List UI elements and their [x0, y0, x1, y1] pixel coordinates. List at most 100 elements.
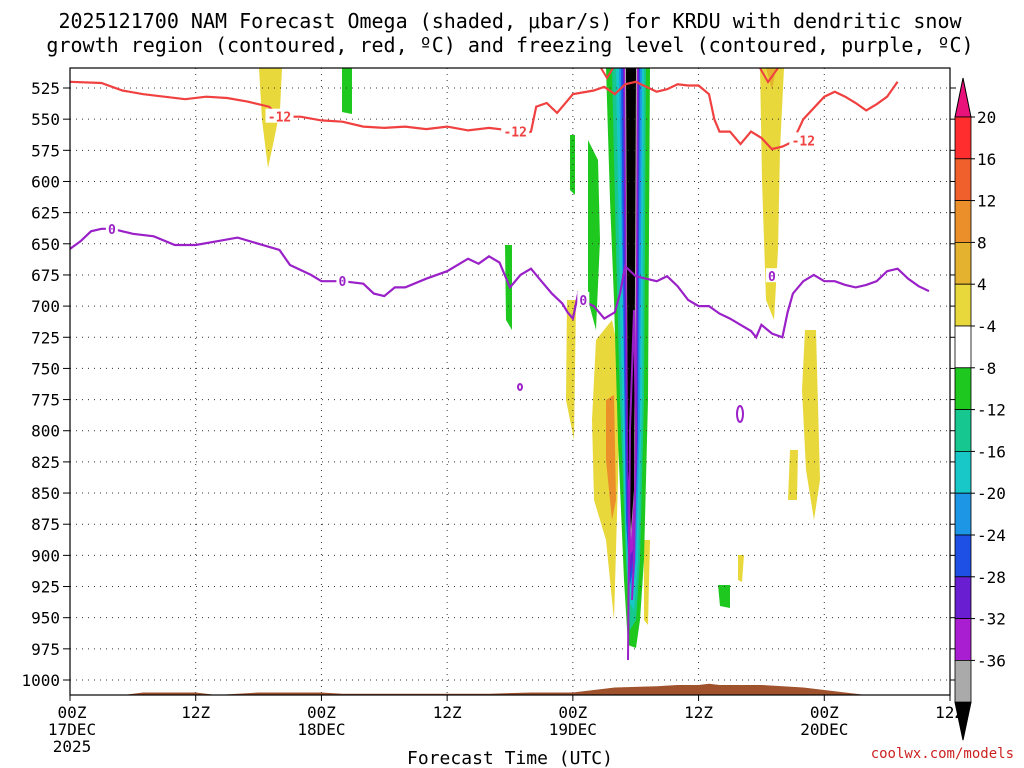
- colorbar-swatch: [954, 576, 972, 619]
- x-tick-label: 00Z: [58, 703, 87, 722]
- colorbar-swatch: [954, 200, 972, 243]
- omega-cell: [802, 330, 820, 520]
- x-tick-label: 12Z: [181, 703, 210, 722]
- colorbar-swatch: [954, 325, 972, 369]
- x-tick-label: 12Z: [684, 703, 713, 722]
- colorbar-label: -36: [977, 651, 1006, 670]
- omega-cell: [626, 68, 636, 530]
- y-tick-label: 675: [31, 266, 60, 285]
- colorbar-swatch: [954, 116, 972, 160]
- freezing-level-contour: [736, 405, 744, 423]
- omega-cell: [788, 450, 798, 500]
- omega-cell: [718, 585, 730, 608]
- freezing-contour-label: 0: [579, 294, 587, 309]
- x-tick-label: 00Z: [810, 703, 839, 722]
- colorbar: 20 16 12 8 4 -4 -8 -12 -16 -20 -24 -28 -32 -36: [954, 77, 1006, 741]
- y-tick-label: 725: [31, 328, 60, 347]
- colorbar-label: -16: [977, 442, 1006, 461]
- credit-text: coolwx.com/models: [871, 746, 1014, 762]
- contour-label-bg: [789, 132, 818, 147]
- x-tick-label: 18DEC: [297, 720, 345, 739]
- colorbar-swatch: [954, 534, 972, 578]
- y-tick-label: 825: [31, 453, 60, 472]
- colorbar-swatch: [954, 241, 972, 285]
- grid-lines: [70, 68, 950, 695]
- x-axis-label: Forecast Time (UTC): [407, 748, 613, 768]
- colorbar-label: 12: [977, 192, 996, 211]
- y-tick-label: 600: [31, 172, 60, 191]
- y-tick-label: 950: [31, 609, 60, 628]
- colorbar-swatch: [954, 283, 972, 327]
- y-tick-label: 550: [31, 110, 60, 129]
- colorbar-label: -28: [977, 568, 1006, 587]
- omega-cell: [592, 320, 620, 620]
- omega-cell: [760, 68, 784, 320]
- y-tick-label: 625: [31, 204, 60, 223]
- x-tick-label: 00Z: [558, 703, 587, 722]
- contour-labels: -12 -12 -12 0 0 0 0: [105, 108, 818, 309]
- colorbar-swatch: [954, 158, 972, 202]
- colorbar-label: 4: [977, 275, 987, 294]
- colorbar-swatch: [954, 367, 972, 410]
- dendritic-growth-contour: [759, 68, 779, 84]
- colorbar-top-arrow: [954, 77, 972, 118]
- colorbar-swatch: [954, 450, 972, 494]
- colorbar-label: -32: [977, 610, 1006, 629]
- colorbar-label: -20: [977, 484, 1006, 503]
- colorbar-swatch: [954, 492, 972, 536]
- colorbar-label: -8: [977, 359, 996, 378]
- freezing-contour-label: 0: [338, 275, 346, 290]
- freezing-contour-label: 0: [768, 270, 776, 285]
- colorbar-bottom-arrow: [954, 701, 972, 741]
- chart-title-line-2: growth region (contoured, red, ºC) and f…: [46, 33, 973, 57]
- y-tick-label: 750: [31, 359, 60, 378]
- colorbar-label: 8: [977, 233, 987, 252]
- contour-label-bg: [501, 123, 530, 138]
- omega-cell: [342, 68, 352, 114]
- y-axis: 525 550 575 600 625 650 675 700 725 750 775 800 825 8…: [21, 79, 956, 690]
- dendritic-growth-contour: [600, 68, 614, 80]
- omega-shading: [259, 68, 820, 648]
- colorbar-label: -12: [977, 401, 1006, 420]
- freezing-level-contour: [627, 309, 638, 661]
- x-tick-label: 20DEC: [800, 720, 848, 739]
- x-tick-label: 17DEC: [48, 720, 96, 739]
- dgz-contour-label: -12: [792, 134, 815, 149]
- freezing-level-contour: [517, 383, 523, 391]
- y-tick-label: 775: [31, 391, 60, 410]
- freezing-contour-label: 0: [108, 223, 116, 238]
- omega-cell: [566, 300, 576, 440]
- plot-frame: [69, 67, 951, 696]
- chart-title-line-1: 2025121700 NAM Forecast Omega (shaded, μ…: [58, 9, 962, 33]
- y-tick-label: 575: [31, 141, 60, 160]
- colorbar-swatch: [954, 618, 972, 661]
- y-tick-label: 800: [31, 422, 60, 441]
- contour-label-bg: [336, 273, 349, 288]
- dgz-contour-label: -12: [268, 111, 291, 126]
- x-tick-label: 12Z: [433, 703, 462, 722]
- y-tick-label: 700: [31, 297, 60, 316]
- contour-label-bg: [765, 268, 778, 283]
- x-tick-label: 19DEC: [549, 720, 597, 739]
- terrain-fill: [70, 683, 950, 695]
- colorbar-label: 16: [977, 150, 996, 169]
- colorbar-swatch: [954, 409, 972, 452]
- colorbar-label: 20: [977, 108, 996, 127]
- omega-cell: [588, 140, 600, 330]
- y-tick-label: 900: [31, 546, 60, 565]
- y-tick-label: 525: [31, 79, 60, 98]
- omega-cell: [738, 555, 744, 582]
- dgz-contour-label: -12: [503, 126, 526, 141]
- y-tick-label: 975: [31, 640, 60, 659]
- colorbar-label: -24: [977, 526, 1006, 545]
- contour-label-bg: [105, 220, 118, 235]
- colorbar-label: -4: [977, 317, 996, 336]
- contour-label-bg: [577, 291, 590, 306]
- y-tick-label: 850: [31, 484, 60, 503]
- y-tick-label: 650: [31, 235, 60, 254]
- contour-label-bg: [265, 108, 294, 123]
- omega-cell: [644, 540, 650, 625]
- x-tick-label: 00Z: [307, 703, 336, 722]
- x-tick-label: 2025: [53, 737, 92, 756]
